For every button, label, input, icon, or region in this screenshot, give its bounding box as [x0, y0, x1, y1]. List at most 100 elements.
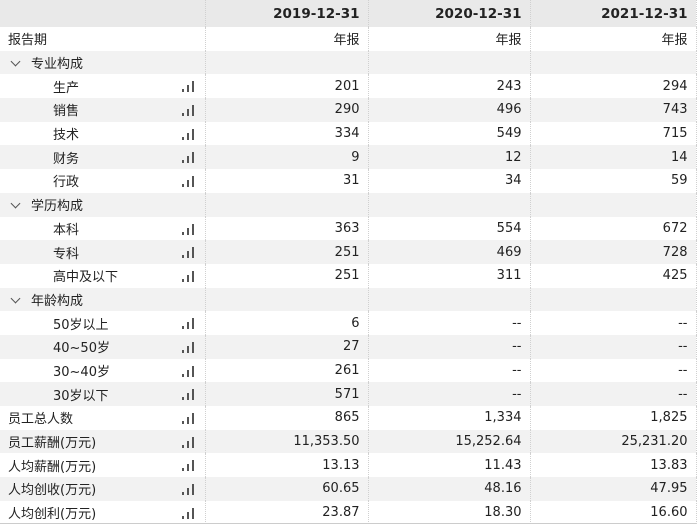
bar-chart-icon[interactable]: [181, 81, 195, 93]
value-cell: 261: [205, 358, 369, 383]
header-period-1[interactable]: 2019-12-31: [205, 0, 369, 27]
value-cell: 715: [530, 121, 697, 146]
row-label-cell: 30~40岁: [0, 358, 206, 383]
value-cell: 48.16: [368, 477, 531, 501]
value-cell: 11.43: [368, 453, 531, 478]
bar-chart-icon[interactable]: [181, 223, 195, 235]
value-cell: 251: [205, 240, 369, 264]
row-label-cell: 技术: [0, 121, 206, 146]
table-row: 销售 290 496 743: [0, 98, 697, 122]
table-row: 30~40岁 261 -- --: [0, 358, 697, 383]
value-cell: 60.65: [205, 477, 369, 501]
value-cell: 294: [530, 74, 697, 99]
table-row: 40~50岁 27 -- --: [0, 334, 697, 359]
row-label: 高中及以下: [53, 270, 119, 286]
row-label: 30~40岁: [53, 364, 110, 380]
bar-chart-icon[interactable]: [181, 152, 195, 164]
bar-chart-icon[interactable]: [181, 247, 195, 259]
table-row: 人均创利(万元) 23.87 18.30 16.60: [0, 500, 697, 525]
value-cell: 251: [205, 263, 369, 288]
row-label-cell: 行政: [0, 169, 206, 193]
value-cell: 13.83: [530, 453, 697, 478]
value-cell: 1,825: [530, 406, 697, 430]
chevron-down-icon[interactable]: [10, 198, 21, 209]
header-period-3[interactable]: 2021-12-31: [530, 0, 697, 27]
value-cell: 27: [205, 334, 369, 359]
value-cell: 728: [530, 240, 697, 264]
row-label: 报告期: [8, 33, 48, 49]
bar-chart-icon[interactable]: [181, 413, 195, 424]
row-label: 40~50岁: [53, 341, 110, 357]
value-cell: 496: [368, 98, 531, 122]
header-period-2[interactable]: 2020-12-31: [368, 0, 531, 27]
value-cell: 243: [368, 74, 531, 99]
value-cell: 59: [530, 169, 697, 193]
value-cell: 11,353.50: [205, 429, 369, 454]
bar-chart-icon[interactable]: [181, 176, 195, 188]
chevron-down-icon[interactable]: [10, 56, 21, 67]
value-cell: [368, 50, 531, 75]
value-cell: 743: [530, 98, 697, 122]
bar-chart-icon[interactable]: [181, 436, 195, 448]
bar-chart-icon[interactable]: [181, 105, 195, 117]
value-cell: 18.30: [368, 500, 531, 525]
row-label-cell: 人均创收(万元): [0, 477, 206, 501]
value-cell: 14: [530, 145, 697, 170]
row-label: 专业构成: [31, 57, 84, 73]
value-cell: [530, 192, 697, 217]
row-label-cell[interactable]: 年龄构成: [0, 287, 206, 312]
value-cell: 201: [205, 74, 369, 99]
row-label-cell: 员工薪酬(万元): [0, 429, 206, 454]
bar-chart-icon[interactable]: [181, 460, 195, 472]
chevron-down-icon[interactable]: [10, 293, 21, 304]
value-cell: 15,252.64: [368, 429, 531, 454]
bar-chart-icon[interactable]: [181, 507, 195, 519]
value-cell: [205, 287, 369, 312]
row-label: 学历构成: [31, 199, 84, 215]
value-cell: 334: [205, 121, 369, 146]
bar-chart-icon[interactable]: [181, 128, 195, 140]
value-cell: [205, 192, 369, 217]
bar-chart-icon[interactable]: [181, 365, 195, 377]
table-row: 30岁以下 571 -- --: [0, 382, 697, 406]
row-label: 员工总人数: [8, 412, 74, 428]
bar-chart-icon[interactable]: [181, 341, 195, 353]
bar-chart-icon[interactable]: [181, 318, 195, 330]
value-cell: --: [368, 358, 531, 383]
value-cell: 311: [368, 263, 531, 288]
row-label: 生产: [53, 80, 80, 96]
value-cell: 34: [368, 169, 531, 193]
value-cell: 23.87: [205, 500, 369, 525]
row-label-cell: 员工总人数: [0, 406, 206, 430]
value-cell: 年报: [205, 27, 369, 51]
row-label-cell: 人均创利(万元): [0, 500, 206, 525]
row-label-cell: 本科: [0, 216, 206, 241]
bar-chart-icon[interactable]: [181, 389, 195, 401]
value-cell: 1,334: [368, 406, 531, 430]
table-row: 员工薪酬(万元) 11,353.50 15,252.64 25,231.20: [0, 429, 697, 454]
value-cell: --: [368, 334, 531, 359]
row-label-cell[interactable]: 学历构成: [0, 192, 206, 217]
value-cell: 16.60: [530, 500, 697, 525]
row-label-cell: 人均薪酬(万元): [0, 453, 206, 478]
value-cell: --: [530, 311, 697, 335]
value-cell: 571: [205, 382, 369, 406]
bar-chart-icon[interactable]: [181, 484, 195, 496]
value-cell: 47.95: [530, 477, 697, 501]
value-cell: [530, 287, 697, 312]
row-label-cell[interactable]: 专业构成: [0, 50, 206, 75]
value-cell: [368, 287, 531, 312]
value-cell: 9: [205, 145, 369, 170]
row-label-cell: 40~50岁: [0, 334, 206, 359]
row-label-cell: 50岁以上: [0, 311, 206, 335]
value-cell: --: [530, 334, 697, 359]
table-row: 专科 251 469 728: [0, 240, 697, 264]
row-label: 30岁以下: [53, 388, 109, 404]
bottom-border: [0, 523, 696, 524]
value-cell: --: [368, 382, 531, 406]
value-cell: 469: [368, 240, 531, 264]
row-label: 人均创收(万元): [8, 483, 97, 499]
value-cell: 12: [368, 145, 531, 170]
bar-chart-icon[interactable]: [181, 270, 195, 282]
value-cell: 554: [368, 216, 531, 241]
